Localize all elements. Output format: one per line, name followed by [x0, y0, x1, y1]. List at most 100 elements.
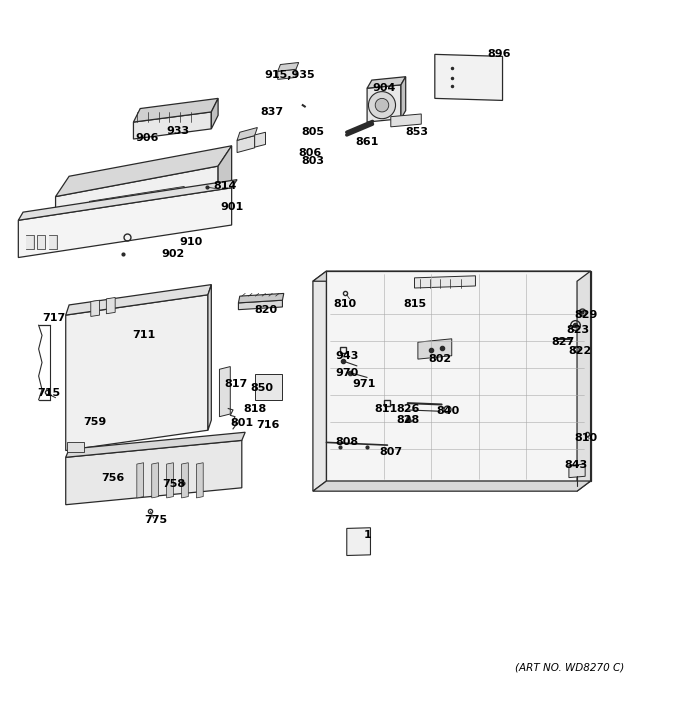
Bar	[49, 234, 57, 249]
Text: 896: 896	[488, 49, 511, 59]
Text: 837: 837	[260, 107, 284, 117]
Text: 829: 829	[575, 310, 598, 320]
Polygon shape	[391, 114, 422, 127]
Polygon shape	[66, 432, 245, 457]
Polygon shape	[347, 528, 371, 555]
Polygon shape	[152, 463, 158, 498]
Text: 759: 759	[83, 417, 107, 427]
Circle shape	[196, 203, 220, 227]
Polygon shape	[577, 271, 590, 491]
Text: 933: 933	[166, 126, 189, 136]
Bar	[79, 211, 86, 223]
Text: 717: 717	[43, 313, 66, 323]
Text: 861: 861	[356, 138, 379, 147]
Polygon shape	[277, 62, 299, 71]
Text: 822: 822	[568, 346, 592, 356]
Bar	[256, 374, 282, 399]
Text: 843: 843	[564, 460, 588, 471]
Text: 904: 904	[373, 83, 396, 94]
Polygon shape	[90, 186, 184, 220]
Polygon shape	[313, 481, 590, 491]
Polygon shape	[18, 180, 237, 220]
Polygon shape	[220, 367, 231, 417]
Polygon shape	[418, 339, 452, 359]
Text: 817: 817	[225, 379, 248, 389]
Text: 827: 827	[552, 337, 575, 347]
Text: 906: 906	[135, 133, 158, 143]
Text: 715: 715	[37, 388, 61, 398]
Polygon shape	[367, 85, 401, 122]
Bar	[37, 234, 46, 249]
Polygon shape	[66, 285, 211, 315]
Bar	[71, 213, 78, 225]
Bar	[63, 215, 69, 227]
Text: 818: 818	[243, 404, 267, 413]
Text: 802: 802	[428, 354, 451, 364]
Text: 810: 810	[575, 434, 598, 444]
Text: 910: 910	[180, 237, 203, 247]
Polygon shape	[237, 136, 255, 152]
Text: 901: 901	[220, 202, 243, 212]
Text: 853: 853	[405, 128, 428, 137]
Text: 801: 801	[231, 418, 254, 428]
Polygon shape	[56, 146, 232, 196]
Circle shape	[369, 91, 396, 119]
Text: 803: 803	[301, 157, 324, 166]
Text: 716: 716	[256, 420, 279, 430]
Polygon shape	[18, 188, 232, 257]
Polygon shape	[237, 128, 257, 141]
Text: 840: 840	[436, 406, 459, 416]
Polygon shape	[239, 300, 282, 310]
Text: 820: 820	[254, 305, 277, 315]
Bar	[27, 236, 33, 249]
Circle shape	[127, 210, 137, 220]
Text: 807: 807	[379, 447, 403, 457]
Text: 970: 970	[335, 368, 358, 378]
Polygon shape	[106, 297, 115, 314]
Bar	[50, 236, 56, 249]
Polygon shape	[197, 463, 203, 498]
Text: 902: 902	[161, 249, 184, 259]
Text: 850: 850	[250, 383, 273, 392]
Polygon shape	[277, 70, 296, 80]
Polygon shape	[208, 285, 211, 430]
Polygon shape	[415, 276, 475, 288]
Text: 815: 815	[404, 299, 427, 309]
Bar	[67, 442, 84, 452]
Bar	[38, 236, 45, 249]
Polygon shape	[133, 99, 218, 122]
Text: 808: 808	[335, 437, 358, 447]
Bar	[26, 234, 34, 249]
Polygon shape	[182, 463, 188, 498]
Text: 775: 775	[144, 515, 167, 525]
Text: 1: 1	[363, 529, 371, 539]
Polygon shape	[66, 295, 208, 450]
Text: 711: 711	[132, 331, 155, 341]
Polygon shape	[401, 77, 406, 119]
Polygon shape	[66, 440, 242, 505]
Polygon shape	[211, 99, 218, 129]
Text: 811: 811	[375, 404, 398, 413]
Text: 810: 810	[334, 299, 357, 309]
Polygon shape	[326, 271, 590, 481]
Text: 915,935: 915,935	[264, 70, 315, 80]
Polygon shape	[218, 146, 232, 200]
Text: 805: 805	[301, 128, 324, 137]
Polygon shape	[313, 271, 326, 491]
Polygon shape	[313, 271, 590, 281]
Text: 826: 826	[396, 404, 420, 413]
Polygon shape	[255, 132, 265, 147]
Polygon shape	[239, 294, 284, 303]
Text: 943: 943	[335, 351, 358, 361]
Text: (ART NO. WD8270 C): (ART NO. WD8270 C)	[515, 662, 624, 672]
Polygon shape	[435, 54, 503, 101]
Polygon shape	[137, 463, 143, 498]
Polygon shape	[367, 77, 406, 88]
Text: 823: 823	[567, 325, 590, 335]
Polygon shape	[569, 464, 585, 478]
Text: 828: 828	[396, 415, 420, 425]
Text: 814: 814	[214, 181, 237, 191]
Polygon shape	[167, 463, 173, 498]
Text: 756: 756	[101, 473, 124, 483]
Circle shape	[375, 99, 389, 112]
